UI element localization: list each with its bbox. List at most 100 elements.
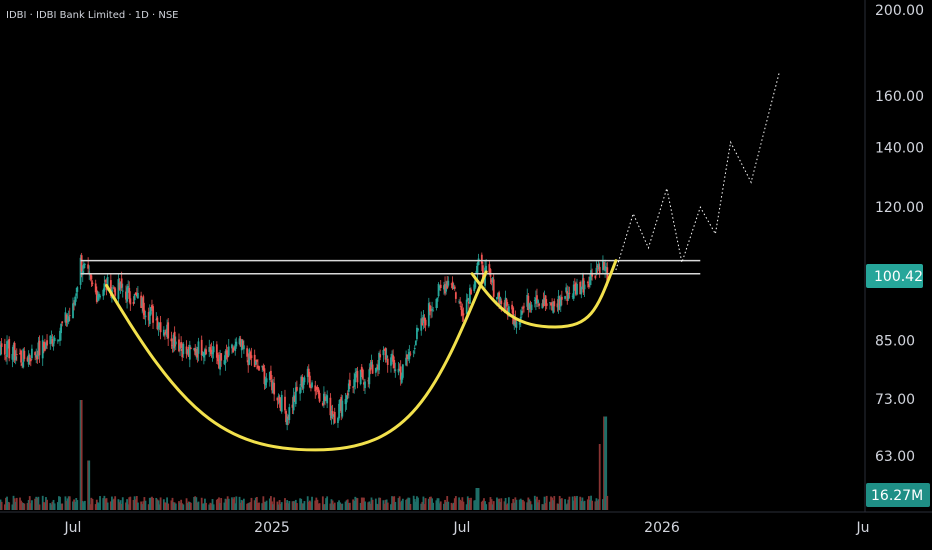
candle-body <box>534 297 537 304</box>
candle-body <box>306 368 309 377</box>
candle-body <box>212 346 215 353</box>
volume-bar <box>594 501 597 510</box>
volume-bar <box>21 502 24 510</box>
volume-bar <box>80 400 83 510</box>
volume-bar <box>498 498 501 510</box>
candle-body <box>590 270 592 281</box>
volume-bar <box>530 504 533 510</box>
volume-bar <box>459 499 462 510</box>
candle-body <box>552 302 555 313</box>
volume-bar <box>416 496 418 510</box>
candle-body <box>576 283 578 295</box>
volume-bar <box>523 501 525 510</box>
candle-body <box>136 292 139 299</box>
candle-body <box>148 311 151 325</box>
volume-bar <box>164 502 166 510</box>
volume-bar <box>240 499 243 510</box>
volume-bar <box>51 501 54 510</box>
candle-body <box>523 306 525 308</box>
candle-body <box>158 322 161 327</box>
volume-bar <box>518 499 521 510</box>
candle-body <box>371 364 374 374</box>
volume-bar <box>329 503 332 510</box>
volume-bar <box>378 497 380 510</box>
candle-body <box>155 319 158 321</box>
candle-body <box>98 293 100 297</box>
candle-body <box>211 352 214 355</box>
volume-bar <box>194 496 197 510</box>
volume-bar <box>488 502 491 510</box>
volume-bar <box>580 501 583 510</box>
candle-body <box>21 363 24 366</box>
candle-body <box>26 357 29 362</box>
volume-bar <box>223 502 226 510</box>
candle-body <box>38 340 41 356</box>
volume-bar <box>345 500 348 510</box>
volume-bar <box>286 500 289 510</box>
volume-bar <box>454 496 457 510</box>
volume-bar <box>438 503 441 510</box>
candle-body <box>117 279 120 299</box>
candle-body <box>530 304 533 311</box>
volume-bar <box>76 500 79 510</box>
candle-body <box>436 297 439 302</box>
candle-body <box>96 295 99 301</box>
volume-bar <box>196 502 199 510</box>
candle-body <box>35 354 38 358</box>
volume-bar <box>481 500 484 510</box>
candle-body <box>233 349 236 351</box>
volume-bar <box>506 503 509 510</box>
price-axis[interactable]: 200.00 160.00 140.00 120.00 85.00 73.00 … <box>875 3 924 465</box>
volume-bar <box>29 503 32 510</box>
volume-bar <box>347 503 350 510</box>
candle-body <box>572 284 575 299</box>
candle-body <box>173 331 176 347</box>
volume-bar <box>458 497 461 510</box>
volume-bar <box>155 497 158 510</box>
candle-body <box>480 254 483 264</box>
volume-bar <box>477 488 480 510</box>
candle-body <box>348 380 351 386</box>
candle-body <box>72 303 74 319</box>
volume-bar <box>134 499 137 510</box>
volume-bar <box>287 503 290 510</box>
candle-body <box>167 322 170 339</box>
volume-bar <box>3 504 6 510</box>
candle-body <box>119 281 122 289</box>
volume-bar <box>409 503 412 510</box>
volume-bar <box>326 496 329 510</box>
volume-bar <box>453 498 456 510</box>
candle-body <box>140 295 143 308</box>
volume-bar <box>568 496 571 510</box>
candle-body <box>103 283 106 292</box>
volume-bar <box>247 503 250 510</box>
candle-body <box>543 297 546 304</box>
volume-bar <box>34 498 37 510</box>
candle-body <box>321 402 324 406</box>
volume-bar <box>233 497 236 510</box>
volume-bar <box>58 496 60 510</box>
time-axis[interactable]: Jul 2025 Jul 2026 Ju <box>64 520 870 536</box>
candle-body <box>295 386 298 391</box>
volume-bar <box>406 498 409 510</box>
volume-bar <box>520 499 523 510</box>
volume-bar <box>333 502 336 510</box>
volume-bar <box>325 498 327 510</box>
volume-bar <box>497 499 499 510</box>
volume-bar <box>270 496 272 510</box>
volume-bar <box>323 504 325 510</box>
price-tick-label: 200.00 <box>875 3 924 19</box>
volume-bar <box>149 497 152 510</box>
candle-body <box>201 354 204 356</box>
candle-body <box>218 359 220 369</box>
candle-body <box>594 275 597 279</box>
volume-bar <box>273 497 276 510</box>
volume-bar <box>544 503 547 510</box>
volume-bar <box>466 496 469 510</box>
candle-body <box>384 347 387 360</box>
volume-bar <box>253 500 256 510</box>
candle-body <box>400 375 403 383</box>
candle-body <box>528 303 531 310</box>
volume-bar <box>310 502 312 510</box>
